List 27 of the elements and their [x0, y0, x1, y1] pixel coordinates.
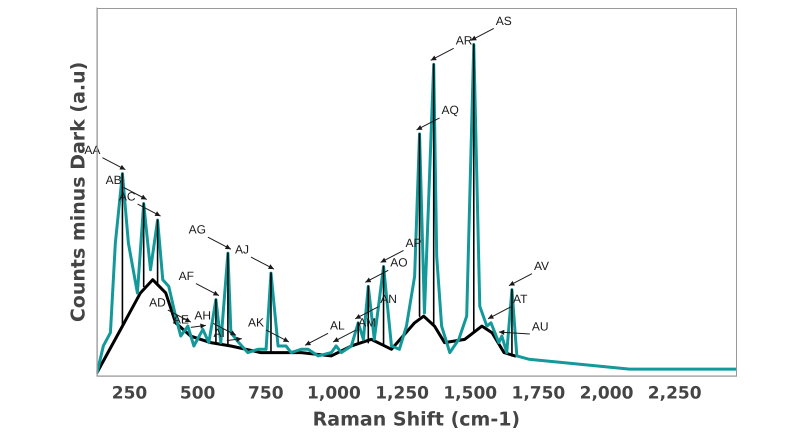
- annotation: AK: [248, 315, 264, 330]
- annotation: AJ: [234, 242, 249, 256]
- x-tick-label: 1,750: [511, 383, 566, 404]
- annotation: AR: [456, 34, 473, 48]
- annotation: AV: [534, 258, 550, 273]
- annotation: AF: [178, 268, 194, 283]
- x-tick-label: 250: [112, 383, 148, 404]
- annotation: AG: [188, 222, 206, 237]
- x-tick-label: 1,000: [307, 383, 361, 404]
- annotation: AM: [358, 315, 376, 330]
- annotation: AA: [84, 142, 100, 157]
- x-tick-label: 750: [248, 383, 284, 404]
- annotation: AQ: [442, 103, 459, 118]
- annotation: AO: [390, 256, 408, 270]
- x-tick-label: 2,250: [648, 383, 702, 404]
- annotation: AE: [172, 312, 189, 327]
- annotation: AS: [496, 14, 512, 28]
- annotation: AD: [149, 295, 166, 310]
- x-tick-label: 2,000: [580, 383, 634, 404]
- annotation: AU: [532, 319, 549, 334]
- x-tick-label: 1,500: [443, 383, 498, 404]
- annotation: AH: [194, 308, 212, 323]
- annotation: AI: [213, 326, 225, 340]
- x-axis-title: Raman Shift (cm-1): [312, 408, 520, 431]
- annotation: AL: [330, 318, 346, 333]
- x-tick-label: 500: [180, 383, 216, 404]
- x-tick-label: 1,250: [375, 383, 430, 404]
